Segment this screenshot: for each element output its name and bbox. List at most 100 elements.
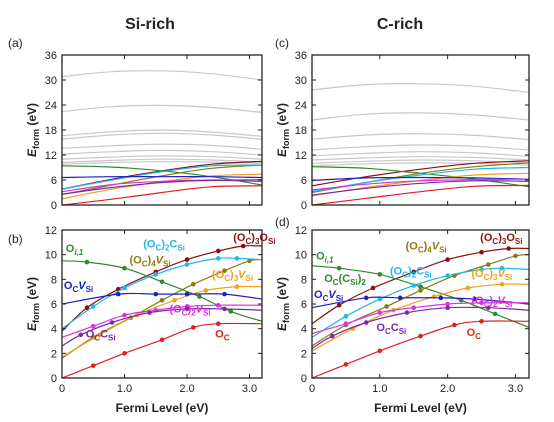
series-line <box>311 112 530 121</box>
x-tick-label: 1.0 <box>372 383 387 395</box>
data-point <box>172 298 177 303</box>
data-point <box>397 295 403 301</box>
data-point <box>499 281 505 287</box>
series-line <box>61 132 263 140</box>
x-tick-label: 2.0 <box>179 383 194 395</box>
data-point <box>479 300 484 306</box>
series-annotation: (OC)2CSi <box>390 265 432 279</box>
series-annotation: (OC)4VSi <box>130 254 171 268</box>
series-annotation: OCCSi <box>86 328 116 342</box>
x-tick-label: 3.0 <box>242 383 257 395</box>
series-line <box>311 176 530 182</box>
data-point <box>411 305 417 311</box>
data-point <box>418 333 423 339</box>
data-point <box>247 258 252 264</box>
data-point <box>438 295 444 301</box>
data-point <box>486 305 491 311</box>
y-tick-label: 2 <box>51 348 57 360</box>
series-annotation: (OC)2VSi <box>170 304 211 318</box>
y-axis-title-main: E <box>275 322 289 331</box>
y-tick-label: 6 <box>51 175 57 187</box>
y-axis-title: Eform (eV) <box>275 277 291 331</box>
series-annotation: (OC)3VSi <box>212 269 253 283</box>
data-point <box>465 285 471 291</box>
y-tick-label: 36 <box>295 50 307 62</box>
series-annotation: OCVSi <box>64 280 93 294</box>
series-line <box>61 104 263 114</box>
panel-c: (c) 0 6 12 18 24 30 36 Eform (eV) <box>275 36 530 212</box>
data-point <box>363 320 369 325</box>
data-point <box>445 273 450 278</box>
col-title-c-rich: C-rich <box>377 16 423 33</box>
data-point <box>159 337 165 343</box>
series-annotation: OCVSi <box>314 289 343 303</box>
series-annotation: (OC)2CSi <box>143 238 185 252</box>
series-line <box>61 164 263 190</box>
y-axis-title: Eform (eV) <box>25 277 41 331</box>
series-annotation: (OC)2VSi <box>471 295 512 309</box>
series-line <box>61 179 263 193</box>
y-tick-label: 30 <box>45 75 57 87</box>
series-line <box>311 184 530 206</box>
series-line <box>61 155 263 160</box>
series-group <box>311 246 530 379</box>
data-point <box>222 268 227 274</box>
data-point <box>479 267 484 272</box>
y-tick-label: 4 <box>301 324 307 336</box>
y-tick-label: 10 <box>295 250 307 262</box>
x-tick-label: 0 <box>309 383 315 395</box>
data-point <box>147 310 152 315</box>
y-tick-label: 18 <box>45 125 57 137</box>
y-tick-label: 12 <box>45 225 57 237</box>
series-annotation: (OC)3OSi <box>233 232 275 246</box>
series-line <box>311 83 530 94</box>
series-line <box>311 320 530 379</box>
series-line <box>61 164 263 196</box>
data-point <box>122 285 127 291</box>
y-tick-label: 0 <box>301 373 307 385</box>
data-point <box>228 309 234 314</box>
y-tick-label: 30 <box>295 75 307 87</box>
data-point <box>215 321 221 327</box>
series-line <box>61 179 263 195</box>
y-tick-label: 0 <box>301 200 307 212</box>
series-line <box>311 296 530 309</box>
y-tick-label: 4 <box>51 324 57 336</box>
x-tick-label: 1.0 <box>117 383 132 395</box>
series-group <box>61 243 263 379</box>
x-axis-title: Fermi Level (eV) <box>374 401 467 415</box>
data-point <box>197 294 202 299</box>
series-annotation: OCCSi <box>376 322 406 336</box>
y-tick-label: 8 <box>51 274 57 286</box>
data-point <box>153 291 159 297</box>
data-point <box>184 306 190 312</box>
data-point <box>234 284 240 290</box>
data-point <box>472 296 478 302</box>
series-line <box>61 149 263 156</box>
data-point <box>479 249 484 255</box>
series-line <box>61 285 263 358</box>
data-point <box>363 295 369 301</box>
data-point <box>184 262 190 267</box>
y-axis-title: Eform (eV) <box>275 103 291 157</box>
series-line <box>61 158 263 164</box>
series-annotation: Oi,1 <box>66 243 84 257</box>
series-line <box>61 165 263 186</box>
y-axis-title-unit: (eV) <box>275 277 289 303</box>
data-point <box>115 291 121 297</box>
series-line <box>311 178 530 191</box>
series-line <box>311 180 530 196</box>
series-annotation: (OC)3OSi <box>480 232 522 246</box>
panel-label: (c) <box>275 36 289 50</box>
y-tick-label: 12 <box>295 225 307 237</box>
series-group <box>61 70 263 206</box>
y-tick-label: 6 <box>301 299 307 311</box>
y-tick-label: 18 <box>295 125 307 137</box>
data-point <box>404 310 410 315</box>
series-annotation: OC <box>215 328 230 342</box>
y-tick-label: 12 <box>295 150 307 162</box>
data-point <box>122 265 127 271</box>
series-annotation: OC(CSi)2 <box>324 273 366 287</box>
data-point <box>377 348 383 354</box>
y-tick-label: 10 <box>45 250 57 262</box>
